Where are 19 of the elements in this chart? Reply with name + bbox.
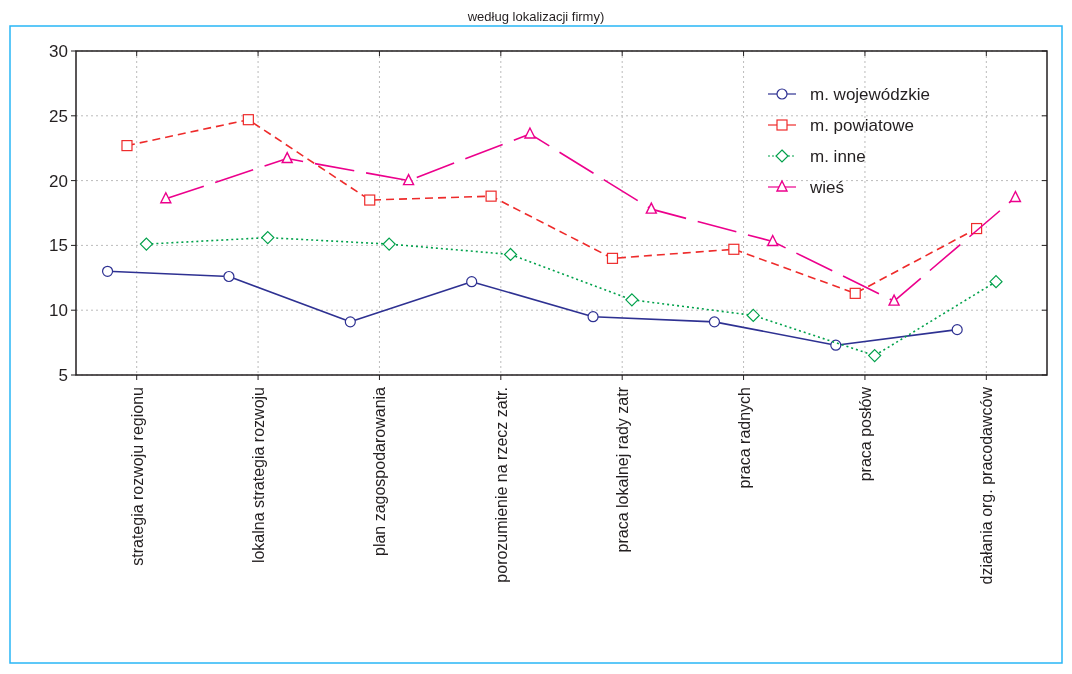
y-tick-label: 5 — [58, 365, 68, 385]
chart-title: według lokalizacji firmy) — [466, 9, 605, 24]
x-tick-label: praca lokalnej rady zatr — [614, 386, 632, 553]
x-tick-label: porozumienie na rzecz zatr. — [492, 387, 510, 583]
legend-label: wieś — [809, 178, 845, 197]
legend-label: m. wojewódzkie — [810, 85, 930, 104]
x-tick-label: strategia rozwoju regionu — [128, 387, 146, 566]
y-tick-label: 30 — [49, 41, 68, 61]
y-tick-label: 25 — [49, 106, 68, 126]
y-tick-label: 15 — [49, 236, 68, 256]
legend-label: m. powiatowe — [810, 116, 914, 135]
x-tick-label: plan zagospodarowania — [371, 386, 389, 557]
x-tick-label: praca radnych — [735, 387, 753, 489]
x-tick-label: lokalna strategia rozwoju — [250, 387, 268, 564]
x-tick-label: praca posłów — [856, 386, 874, 482]
y-tick-label: 20 — [49, 171, 68, 191]
legend-label: m. inne — [810, 147, 866, 166]
x-tick-label: działania org. pracodawców — [978, 386, 996, 585]
y-tick-label: 10 — [49, 301, 68, 321]
